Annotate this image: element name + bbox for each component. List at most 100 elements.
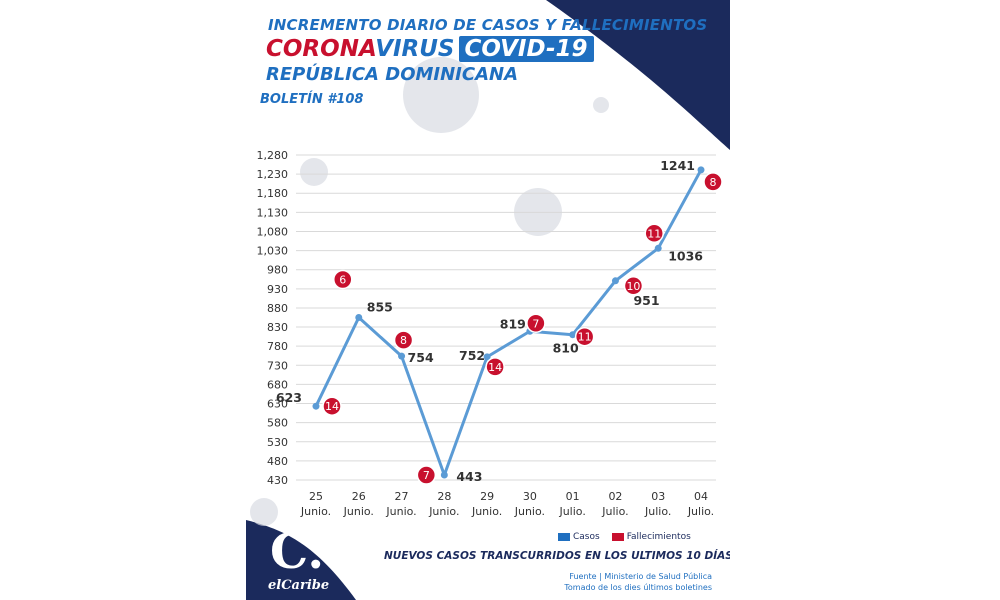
cases-point xyxy=(611,277,619,285)
y-tick-label: 1,230 xyxy=(257,168,289,181)
header-virus: VIRUS xyxy=(375,36,455,62)
deaths-data-label: 14 xyxy=(488,361,502,374)
x-tick-label: 04 xyxy=(694,490,708,503)
deaths-data-label: 8 xyxy=(400,334,407,347)
x-tick-sublabel: Junio. xyxy=(514,505,545,518)
deaths-badge xyxy=(574,326,595,347)
x-tick-label: 26 xyxy=(352,490,366,503)
line-chart: 4304805305806306807307808308809309801,03… xyxy=(257,149,723,518)
header-coronavirus: CORONAVIRUS COVID-19 xyxy=(266,36,594,62)
header-title: INCREMENTO DIARIO DE CASOS Y FALLECIMIEN… xyxy=(268,16,708,34)
cases-point xyxy=(398,352,406,360)
x-tick-sublabel: Julio. xyxy=(644,505,671,518)
x-tick-label: 30 xyxy=(523,490,537,503)
deaths-badge xyxy=(703,172,723,192)
cases-point xyxy=(654,244,662,252)
source-line-1: Fuente | Ministerio de Salud Pública xyxy=(569,572,712,581)
x-tick-label: 01 xyxy=(566,490,580,503)
x-tick-sublabel: Julio. xyxy=(601,505,628,518)
cases-data-label: 951 xyxy=(633,293,659,308)
cases-point xyxy=(697,166,705,174)
deaths-badge xyxy=(333,269,353,290)
deaths-badge xyxy=(485,357,505,377)
cases-data-label: 819 xyxy=(500,316,526,331)
legend-item-deaths: Fallecimientos xyxy=(611,532,691,542)
deaths-data-label: 14 xyxy=(325,400,339,413)
y-tick-label: 830 xyxy=(267,321,288,334)
x-tick-label: 02 xyxy=(608,490,622,503)
deaths-data-label: 6 xyxy=(339,274,346,287)
y-tick-label: 930 xyxy=(267,283,288,296)
x-tick-sublabel: Junio. xyxy=(343,505,374,518)
deaths-data-label: 10 xyxy=(626,280,640,293)
y-tick-label: 530 xyxy=(267,436,288,449)
x-tick-sublabel: Junio. xyxy=(300,505,331,518)
y-tick-label: 680 xyxy=(267,378,288,391)
y-tick-label: 1,080 xyxy=(257,225,289,238)
logo-letter: C. xyxy=(270,524,325,580)
y-tick-label: 730 xyxy=(267,359,288,372)
x-tick-label: 03 xyxy=(651,490,665,503)
deaths-badge xyxy=(416,465,437,485)
deaths-data-label: 11 xyxy=(578,331,592,344)
deaths-data-label: 7 xyxy=(423,469,430,482)
legend-label-deaths: Fallecimientos xyxy=(626,532,691,542)
cases-data-label: 1036 xyxy=(668,248,703,263)
header-covid: COVID-19 xyxy=(458,36,594,62)
x-tick-sublabel: Junio. xyxy=(385,505,416,518)
navy-swoosh-top xyxy=(546,0,730,150)
y-tick-label: 780 xyxy=(267,340,288,353)
x-tick-sublabel: Julio. xyxy=(558,505,585,518)
y-tick-label: 980 xyxy=(267,264,288,277)
y-tick-label: 1,280 xyxy=(257,149,289,162)
navy-swoosh-bottom xyxy=(246,520,356,600)
header-country: REPÚBLICA DOMINICANA xyxy=(266,64,519,85)
infographic-poster: INCREMENTO DIARIO DE CASOS Y FALLECIMIEN… xyxy=(246,0,730,600)
cases-series-line xyxy=(314,169,703,477)
y-tick-label: 580 xyxy=(267,417,288,430)
cases-point xyxy=(312,402,320,410)
cases-data-label: 1241 xyxy=(660,158,695,173)
cases-data-label: 443 xyxy=(456,469,482,484)
logo-name: elCaribe xyxy=(268,578,330,593)
cases-data-label: 855 xyxy=(367,300,393,315)
deaths-badge xyxy=(526,313,546,334)
deaths-data-label: 11 xyxy=(647,227,661,240)
x-tick-label: 28 xyxy=(437,490,451,503)
deaths-data-label: 7 xyxy=(532,317,539,330)
y-tick-label: 1,030 xyxy=(257,245,289,258)
deaths-badge xyxy=(644,223,664,244)
cases-data-label: 754 xyxy=(408,350,434,365)
cases-data-label: 623 xyxy=(276,390,302,405)
footer-subtitle: NUEVOS CASOS TRANSCURRIDOS EN LOS ULTIMO… xyxy=(384,550,730,562)
x-tick-sublabel: Junio. xyxy=(471,505,502,518)
y-tick-label: 880 xyxy=(267,302,288,315)
legend-label-cases: Casos xyxy=(573,532,600,542)
y-tick-label: 480 xyxy=(267,455,288,468)
cases-point xyxy=(569,331,577,339)
deaths-badge xyxy=(322,396,342,416)
deaths-badge xyxy=(623,276,644,296)
y-tick-label: 630 xyxy=(267,398,288,411)
cases-point xyxy=(483,353,491,361)
cases-point xyxy=(355,314,363,321)
x-tick-sublabel: Julio. xyxy=(687,505,714,518)
cases-point xyxy=(440,471,448,479)
header-corona: CORONA xyxy=(266,36,376,62)
y-tick-label: 430 xyxy=(267,474,288,487)
chart-legend: Casos Fallecimientos xyxy=(558,532,691,542)
legend-swatch-cases xyxy=(558,533,570,541)
x-tick-sublabel: Junio. xyxy=(428,505,459,518)
deaths-data-label: 8 xyxy=(710,176,717,189)
source-line-2: Tomado de los dies últimos boletines xyxy=(564,583,712,592)
cases-data-label: 752 xyxy=(459,348,485,363)
bulletin-number: BOLETÍN #108 xyxy=(260,92,364,107)
y-tick-label: 1,130 xyxy=(257,206,289,219)
y-tick-label: 1,180 xyxy=(257,187,289,200)
cases-data-label: 810 xyxy=(553,341,579,356)
legend-swatch-deaths xyxy=(611,533,624,541)
x-tick-label: 29 xyxy=(480,490,494,503)
deaths-badge xyxy=(393,330,414,350)
x-tick-label: 25 xyxy=(309,490,323,503)
x-tick-label: 27 xyxy=(395,490,409,503)
